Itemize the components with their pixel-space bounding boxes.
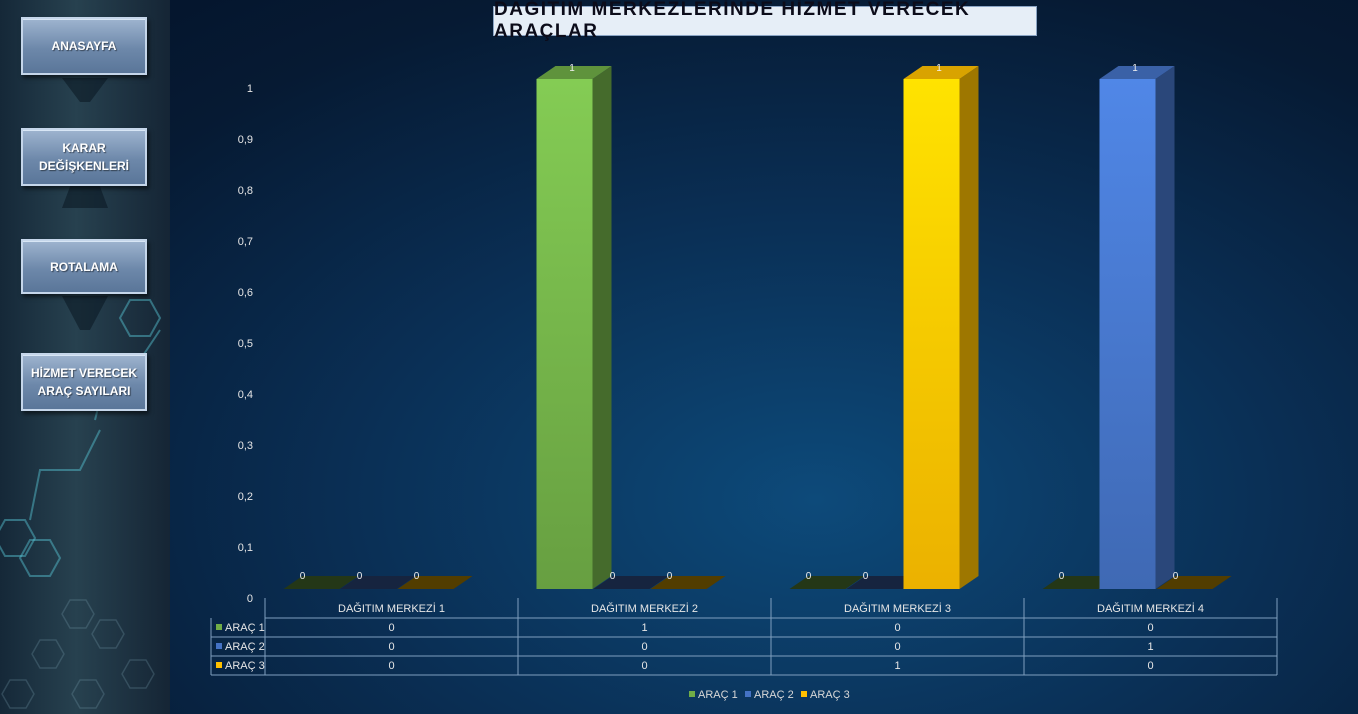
bar-front xyxy=(536,79,593,589)
y-tick-label: 0,9 xyxy=(238,134,253,146)
bar-side xyxy=(1155,66,1175,589)
bar-top xyxy=(903,66,979,79)
data-label: 0 xyxy=(863,571,869,582)
table-legend-key xyxy=(216,624,222,630)
y-tick-label: 0,3 xyxy=(238,440,253,452)
sidebar: ANASAYFA KARAR DEĞİŞKENLERİ ROTALAMA HİZ… xyxy=(0,0,170,714)
bar-front xyxy=(903,79,960,589)
bar-zero-base xyxy=(283,576,359,589)
table-cell: 0 xyxy=(641,660,647,672)
y-tick-label: 0,1 xyxy=(238,542,253,554)
bar-top xyxy=(1099,66,1175,79)
bar-top xyxy=(536,66,612,79)
legend-label: ARAÇ 1 xyxy=(698,689,738,701)
table-cell: 0 xyxy=(894,641,900,653)
bar-zero-base xyxy=(1156,576,1232,589)
bar-zero-base xyxy=(650,576,726,589)
table-header-cell: DAĞITIM MERKEZİ 1 xyxy=(338,602,445,615)
table-cell: 1 xyxy=(641,622,647,634)
data-label: 1 xyxy=(1132,63,1138,74)
table-cell: 0 xyxy=(641,641,647,653)
nav-button-hizmet-verecek-arac-sayilari[interactable]: HİZMET VERECEK ARAÇ SAYILARI xyxy=(21,353,147,411)
y-tick-label: 0,8 xyxy=(238,185,253,197)
y-tick-label: 0 xyxy=(247,593,253,605)
y-tick-label: 0,6 xyxy=(238,287,253,299)
table-header-cell: DAĞITIM MERKEZİ 4 xyxy=(1097,602,1204,615)
bar-front xyxy=(1099,79,1156,589)
data-label: 0 xyxy=(610,571,616,582)
bar-zero-base xyxy=(1042,576,1118,589)
y-tick-label: 0,7 xyxy=(238,236,253,248)
table-cell: 0 xyxy=(1147,622,1153,634)
table-header-cell: DAĞITIM MERKEZİ 3 xyxy=(844,602,951,615)
table-row-label: ARAÇ 3 xyxy=(225,660,265,672)
legend-label: ARAÇ 2 xyxy=(754,689,794,701)
data-label: 1 xyxy=(569,63,575,74)
y-tick-label: 1 xyxy=(247,83,253,95)
bar-zero-base xyxy=(593,576,669,589)
table-cell: 1 xyxy=(894,660,900,672)
table-cell: 0 xyxy=(388,660,394,672)
bar-side xyxy=(592,66,612,589)
nav-button-label: HİZMET VERECEK ARAÇ SAYILARI xyxy=(30,366,137,398)
y-tick-label: 0,4 xyxy=(238,389,253,401)
legend-label: ARAÇ 3 xyxy=(810,689,850,701)
table-legend-key xyxy=(216,643,222,649)
bar-zero-base xyxy=(340,576,416,589)
table-header-cell: DAĞITIM MERKEZİ 2 xyxy=(591,602,698,615)
bar-zero-base xyxy=(846,576,922,589)
legend-marker xyxy=(745,691,751,697)
nav-button-anasayfa[interactable]: ANASAYFA xyxy=(21,17,147,75)
nav-button-label: ROTALAMA xyxy=(50,259,118,274)
bar-zero-base xyxy=(397,576,473,589)
table-cell: 1 xyxy=(1147,641,1153,653)
table-cell: 0 xyxy=(894,622,900,634)
data-label: 1 xyxy=(936,63,942,74)
data-label: 0 xyxy=(667,571,673,582)
bar-zero-base xyxy=(789,576,865,589)
data-label: 0 xyxy=(1173,571,1179,582)
y-tick-label: 0,5 xyxy=(238,338,253,350)
data-label: 0 xyxy=(357,571,363,582)
table-row-label: ARAÇ 2 xyxy=(225,641,265,653)
y-tick-label: 0,2 xyxy=(238,491,253,503)
legend-marker xyxy=(689,691,695,697)
nav-button-rotalama[interactable]: ROTALAMA xyxy=(21,239,147,294)
data-label: 0 xyxy=(414,571,420,582)
table-row-label: ARAÇ 1 xyxy=(225,622,265,634)
table-cell: 0 xyxy=(388,622,394,634)
bar-side xyxy=(959,66,979,589)
data-label: 0 xyxy=(1059,571,1065,582)
nav-button-label: ANASAYFA xyxy=(51,39,117,53)
data-label: 0 xyxy=(806,571,812,582)
table-cell: 0 xyxy=(1147,660,1153,672)
table-legend-key xyxy=(216,662,222,668)
data-label: 0 xyxy=(300,571,306,582)
nav-button-label: KARAR DEĞİŞKENLERİ xyxy=(38,141,129,173)
nav-button-karar-degiskenleri[interactable]: KARAR DEĞİŞKENLERİ xyxy=(21,128,147,186)
legend-marker xyxy=(801,691,807,697)
table-cell: 0 xyxy=(388,641,394,653)
